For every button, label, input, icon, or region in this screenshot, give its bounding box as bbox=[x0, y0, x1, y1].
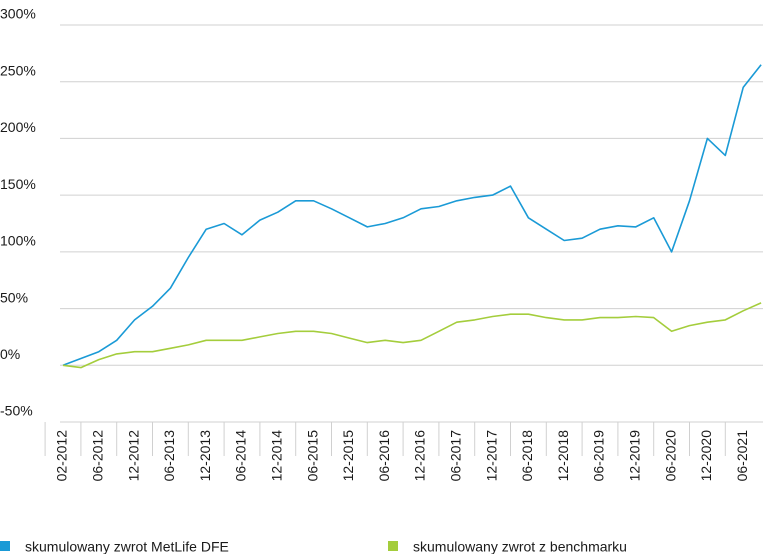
y-tick-label: -50% bbox=[0, 403, 33, 419]
x-tick-label: 12-2016 bbox=[412, 430, 428, 482]
x-tick-label: 06-2015 bbox=[304, 430, 320, 482]
y-tick-label: 50% bbox=[0, 289, 28, 305]
y-tick-label: 100% bbox=[0, 233, 36, 249]
y-tick-label: 150% bbox=[0, 176, 36, 192]
x-tick-label: 12-2017 bbox=[483, 430, 499, 482]
x-tick-label: 12-2014 bbox=[269, 430, 285, 482]
x-tick-label: 06-2012 bbox=[90, 430, 106, 482]
x-tick-label: 12-2020 bbox=[698, 430, 714, 482]
x-tick-label: 12-2012 bbox=[125, 430, 141, 482]
x-tick-label: 02-2012 bbox=[54, 430, 70, 482]
series-line bbox=[62, 302, 762, 369]
legend-label: skumulowany zwrot MetLife DFE bbox=[25, 539, 229, 554]
x-tick-label: 06-2013 bbox=[161, 430, 177, 482]
x-tick-label: 06-2014 bbox=[233, 430, 249, 482]
y-tick-label: 0% bbox=[0, 346, 20, 362]
x-tick-label: 12-2018 bbox=[555, 430, 571, 482]
y-tick-label: 250% bbox=[0, 62, 36, 78]
legend-swatch bbox=[0, 541, 10, 551]
y-tick-label: 200% bbox=[0, 119, 36, 135]
legend-label: skumulowany zwrot z benchmarku bbox=[413, 539, 627, 554]
y-tick-label: 300% bbox=[0, 6, 36, 22]
x-tick-label: 06-2016 bbox=[376, 430, 392, 482]
x-tick-label: 06-2017 bbox=[448, 430, 464, 482]
x-tick-label: 06-2019 bbox=[591, 430, 607, 482]
x-tick-label: 12-2015 bbox=[340, 430, 356, 482]
x-tick-label: 06-2021 bbox=[734, 430, 750, 482]
legend-swatch bbox=[388, 541, 398, 551]
series-line bbox=[62, 64, 762, 367]
x-tick-label: 12-2019 bbox=[627, 430, 643, 482]
x-tick-label: 06-2020 bbox=[662, 430, 678, 482]
x-tick-label: 12-2013 bbox=[197, 430, 213, 482]
x-tick-label: 06-2018 bbox=[519, 430, 535, 482]
